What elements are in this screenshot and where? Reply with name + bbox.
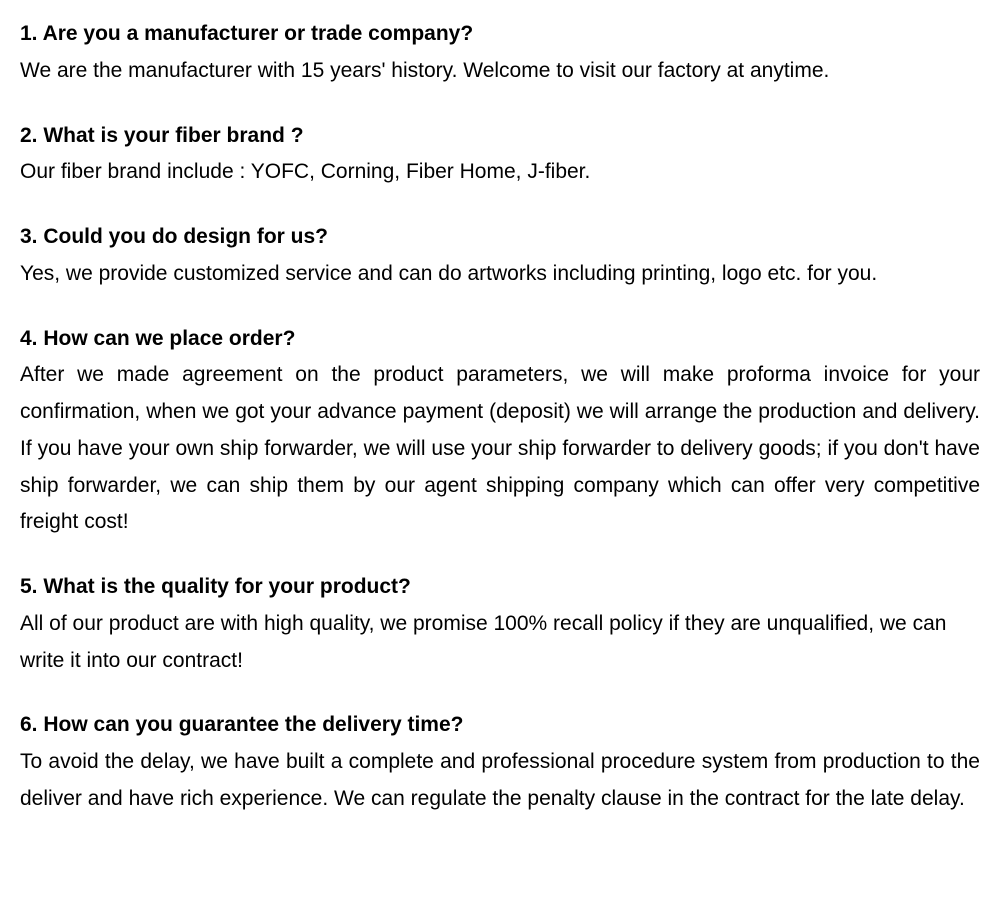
- faq-item-1: 1. Are you a manufacturer or trade compa…: [20, 16, 980, 90]
- faq-question: 2. What is your fiber brand ?: [20, 118, 980, 155]
- faq-item-4: 4. How can we place order? After we made…: [20, 321, 980, 542]
- faq-answer: We are the manufacturer with 15 years' h…: [20, 53, 980, 90]
- faq-question: 1. Are you a manufacturer or trade compa…: [20, 16, 980, 53]
- faq-document: 1. Are you a manufacturer or trade compa…: [0, 0, 1000, 902]
- faq-item-2: 2. What is your fiber brand ? Our fiber …: [20, 118, 980, 192]
- faq-question: 3. Could you do design for us?: [20, 219, 980, 256]
- faq-question: 6. How can you guarantee the delivery ti…: [20, 707, 980, 744]
- faq-question: 4. How can we place order?: [20, 321, 980, 358]
- faq-item-5: 5. What is the quality for your product?…: [20, 569, 980, 679]
- faq-answer: Yes, we provide customized service and c…: [20, 256, 980, 293]
- faq-answer: All of our product are with high quality…: [20, 606, 980, 680]
- faq-answer: After we made agreement on the product p…: [20, 357, 980, 541]
- faq-item-6: 6. How can you guarantee the delivery ti…: [20, 707, 980, 817]
- faq-answer: Our fiber brand include : YOFC, Corning,…: [20, 154, 980, 191]
- faq-question: 5. What is the quality for your product?: [20, 569, 980, 606]
- faq-answer: To avoid the delay, we have built a comp…: [20, 744, 980, 818]
- faq-item-3: 3. Could you do design for us? Yes, we p…: [20, 219, 980, 293]
